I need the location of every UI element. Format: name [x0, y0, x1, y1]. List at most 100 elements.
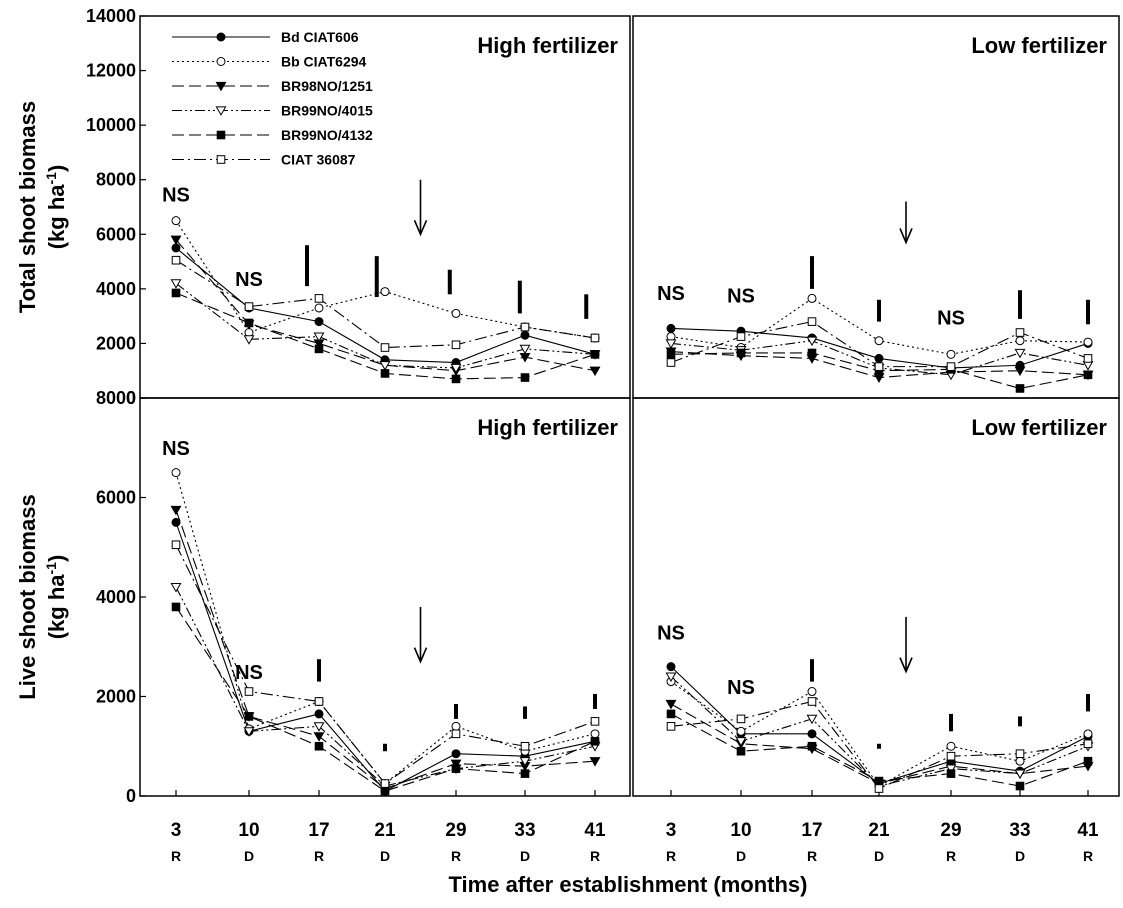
x-tick-label: 29: [940, 820, 961, 841]
data-point: [665, 672, 677, 683]
x-season-label: R: [314, 848, 324, 864]
x-tick-label: 41: [1077, 820, 1099, 841]
data-point: [520, 741, 530, 751]
data-point: [314, 697, 324, 706]
y-tick-label: 12000: [86, 61, 136, 81]
series-line: [175, 282, 596, 369]
legend-label: Bd CIAT606: [281, 29, 359, 45]
x-season-label: R: [590, 848, 600, 864]
y-axis-unit: (kg ha-1): [43, 555, 69, 640]
x-season-label: R: [807, 848, 817, 864]
data-point: [590, 729, 600, 739]
x-season-label: D: [874, 848, 884, 864]
panel-title: Low fertilizer: [971, 415, 1107, 440]
data-point: [314, 317, 324, 327]
data-point: [170, 279, 182, 289]
data-point: [171, 540, 181, 550]
data-point: [807, 729, 817, 739]
x-tick-label: 21: [868, 820, 890, 841]
panel-frame-1: [139, 15, 631, 399]
data-point: [666, 722, 676, 731]
data-point: [666, 709, 676, 719]
data-point: [451, 749, 461, 759]
data-point: [666, 358, 676, 367]
data-point: [874, 784, 884, 793]
panel-title: High fertilizer: [477, 415, 618, 440]
data-point: [666, 350, 676, 359]
legend-label: CIAT 36087: [281, 152, 356, 168]
data-point: [380, 786, 390, 796]
data-point: [665, 339, 677, 349]
data-point: [170, 582, 182, 593]
data-point: [520, 330, 530, 340]
y-tick-label: 0: [126, 786, 136, 806]
data-point: [807, 348, 817, 358]
y-axis-unit-close: ): [44, 165, 69, 172]
x-tick-label: 29: [445, 820, 466, 841]
data-point: [244, 712, 254, 721]
x-tick-label: 17: [801, 820, 822, 841]
data-point: [520, 769, 530, 778]
y-axis-unit: (kg ha-1): [43, 165, 69, 250]
data-point: [243, 335, 255, 345]
ns-label: NS: [657, 622, 685, 644]
data-point: [313, 732, 325, 742]
data-point: [244, 318, 254, 328]
series-line: [175, 606, 596, 792]
data-point: [665, 699, 677, 710]
data-point: [171, 288, 181, 298]
y-axis-title-group: Total shoot biomass: [15, 101, 40, 313]
y-axis-unit-group: (kg ha-1): [43, 555, 69, 640]
data-point: [946, 362, 956, 371]
data-point: [314, 709, 324, 719]
legend-marker: [215, 81, 227, 92]
data-point: [520, 373, 530, 382]
data-point: [451, 374, 461, 384]
data-point: [666, 662, 676, 672]
data-point: [1015, 328, 1025, 337]
y-tick-label: 2000: [96, 687, 136, 707]
legend-marker: [216, 57, 226, 66]
x-season-label: R: [1083, 848, 1093, 864]
data-point: [589, 757, 601, 767]
data-point: [807, 293, 817, 303]
legend-marker: [215, 106, 227, 116]
data-point: [314, 741, 324, 751]
data-point: [1014, 366, 1026, 377]
legend-marker: [216, 155, 226, 164]
y-axis-unit-close: ): [44, 555, 69, 562]
data-point: [380, 343, 390, 352]
data-point: [1083, 729, 1093, 739]
data-point: [735, 737, 747, 747]
data-point: [1083, 370, 1093, 380]
data-point: [1083, 739, 1093, 749]
data-point: [590, 717, 600, 726]
data-point: [589, 366, 601, 377]
x-tick-label: 41: [584, 820, 606, 841]
data-point: [874, 362, 884, 371]
ns-label: NS: [235, 662, 263, 684]
legend-label: Bb CIAT6294: [281, 54, 367, 70]
arrow-head: [413, 647, 428, 664]
data-point: [666, 323, 676, 333]
data-point: [945, 764, 957, 775]
data-point: [451, 340, 461, 350]
data-point: [451, 721, 461, 731]
data-point: [244, 302, 254, 311]
data-point: [736, 714, 746, 724]
y-axis-unit-group: (kg ha-1): [43, 165, 69, 250]
data-point: [874, 336, 884, 346]
data-point: [519, 757, 531, 767]
data-point: [590, 350, 600, 359]
data-point: [807, 317, 817, 326]
data-point: [736, 746, 746, 756]
data-point: [313, 722, 325, 732]
data-point: [313, 332, 325, 343]
data-point: [379, 361, 391, 371]
y-axis-title: Total shoot biomass: [15, 101, 40, 313]
arrow-head: [899, 228, 913, 245]
y-tick-label: 8000: [96, 170, 136, 190]
y-tick-label: 4000: [96, 279, 136, 299]
x-tick-label: 33: [514, 820, 535, 841]
